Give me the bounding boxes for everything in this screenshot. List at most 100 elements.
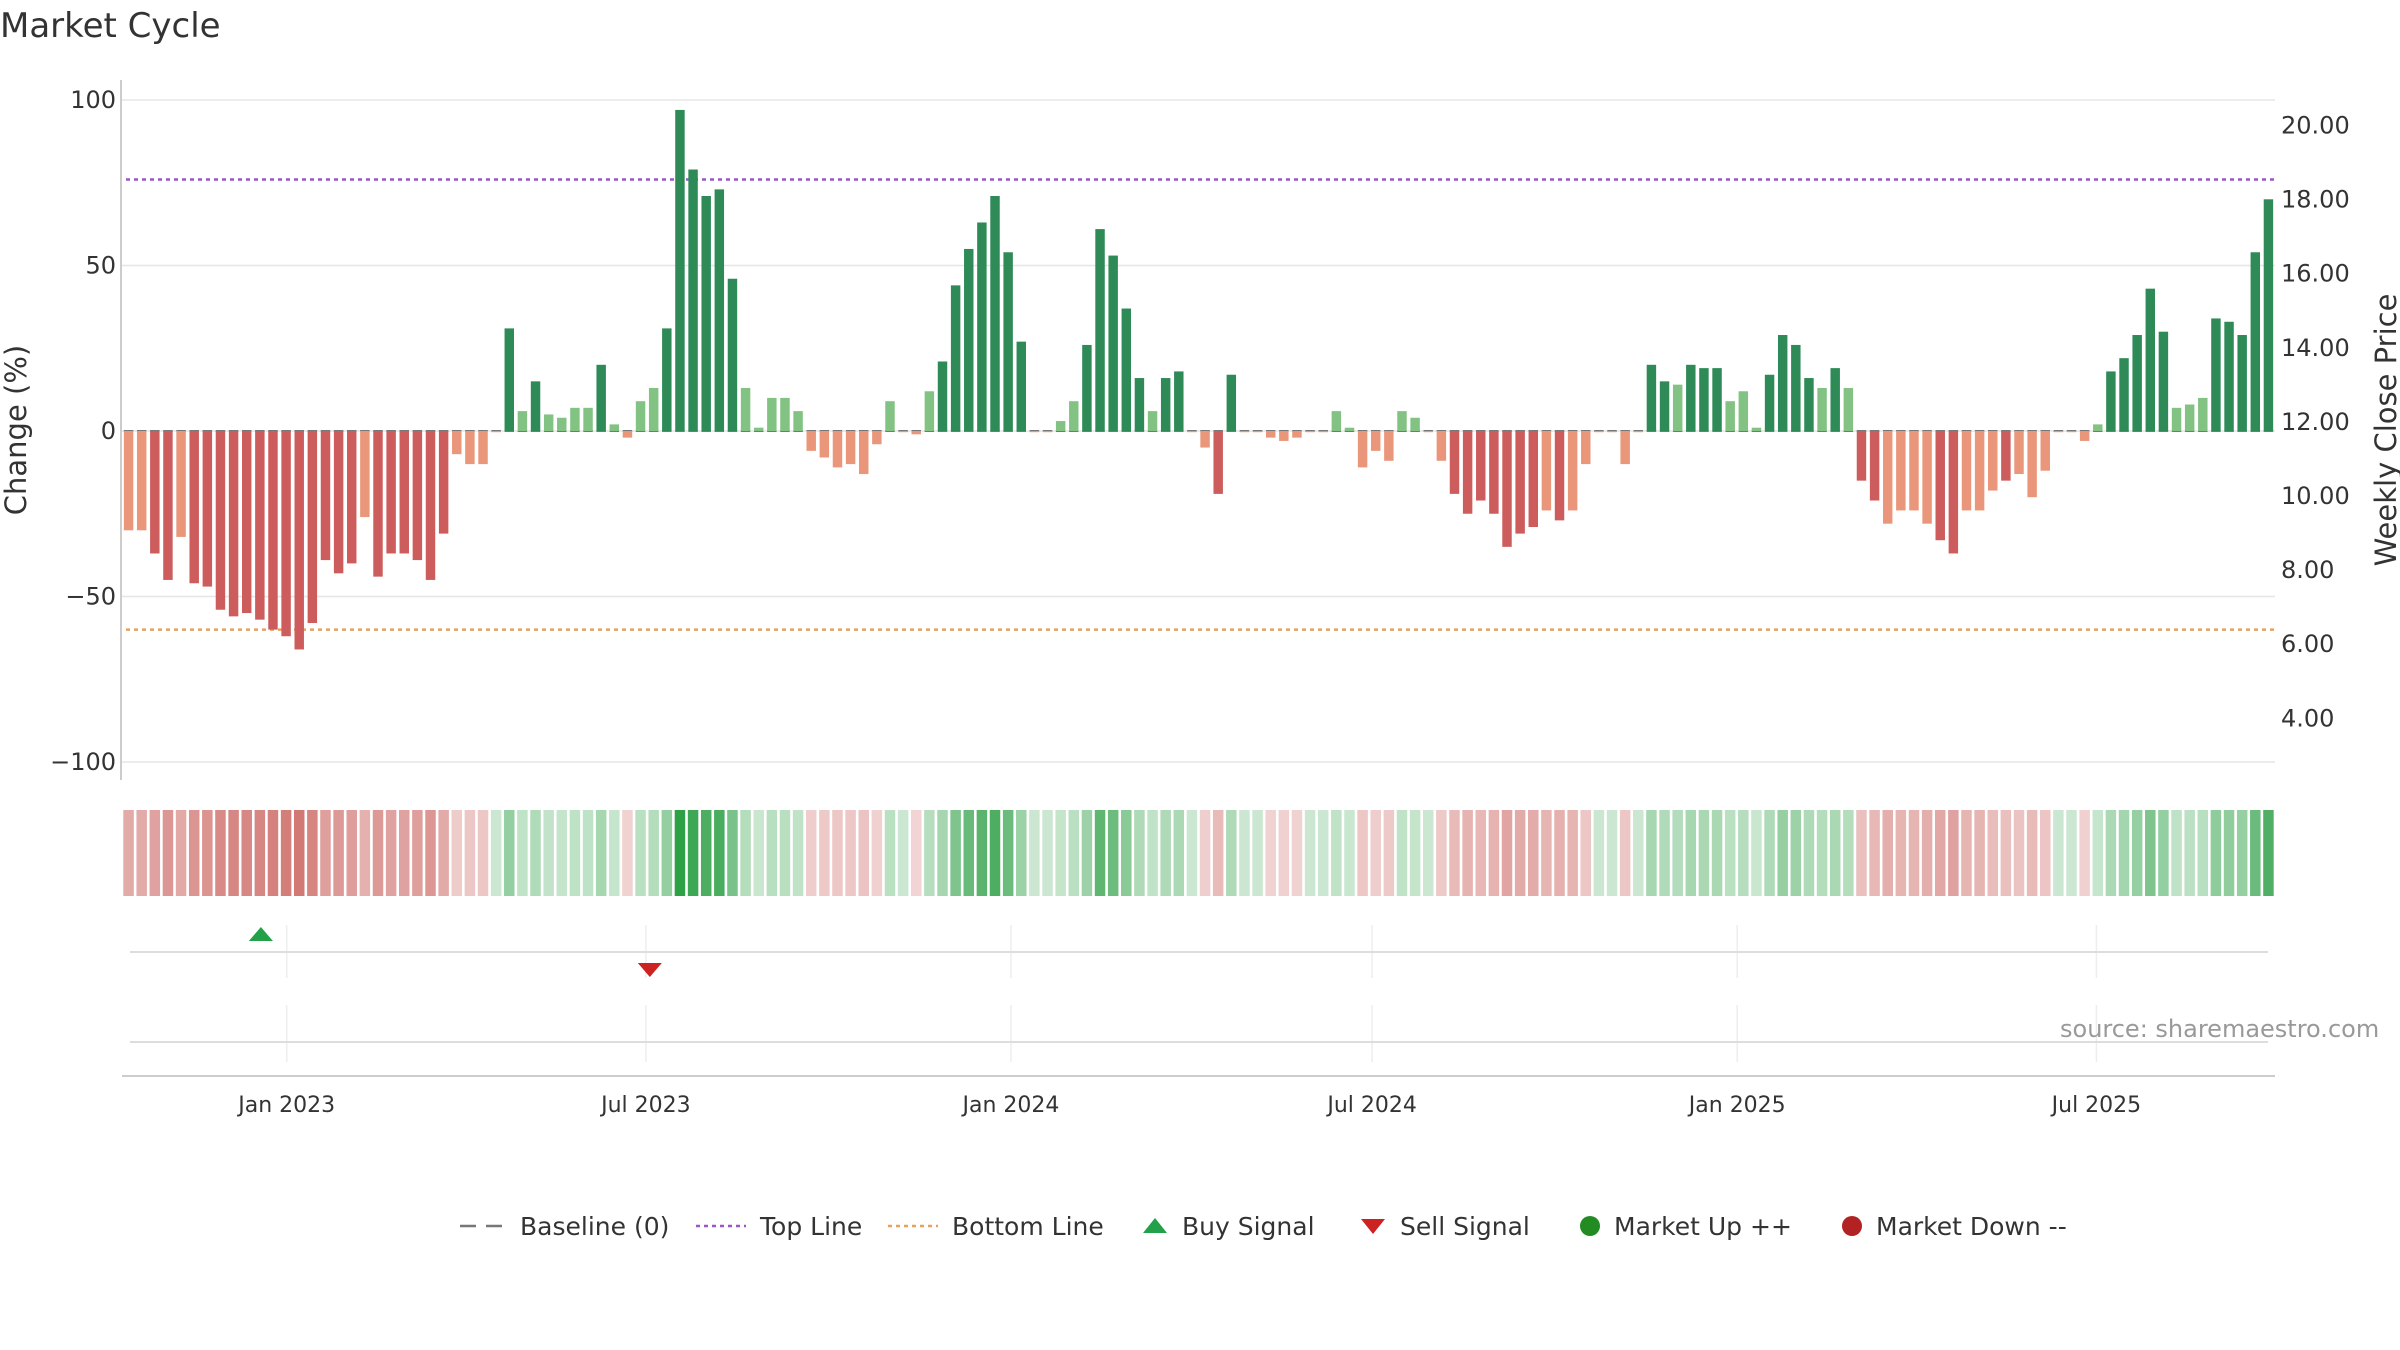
reference-lines (123, 178, 2275, 631)
cycle-strip-cell (753, 810, 764, 896)
bar (465, 431, 475, 465)
cycle-strip-cell (805, 810, 817, 896)
bar (1003, 252, 1013, 431)
bar (1357, 431, 1368, 468)
cycle-strip-cell (123, 810, 134, 896)
cycle-strip-cell (622, 810, 633, 896)
bar (964, 248, 974, 431)
cycle-strip-cell (1029, 810, 1040, 896)
bar (1200, 431, 1210, 448)
bar (767, 397, 777, 431)
bar (2093, 424, 2103, 431)
cycle-strip-cell (556, 810, 568, 896)
bar (2171, 407, 2182, 431)
bar (438, 431, 449, 534)
bar (1213, 431, 1223, 494)
buy-signal-marker (248, 927, 273, 941)
cycle-strip-cell (202, 810, 213, 896)
bar (1948, 431, 1959, 554)
cycle-strip-cell (425, 810, 436, 896)
bar (2145, 288, 2156, 431)
cycle-strip-cell (1948, 810, 1959, 896)
cycle-strip-cell (2250, 810, 2261, 896)
legend-item: Bottom Line (886, 1208, 1104, 1244)
cycle-strip-cell (1803, 810, 1815, 896)
cycle-strip-cell (700, 810, 712, 896)
cycle-strip-cell (2079, 810, 2090, 896)
bar (780, 397, 790, 431)
bar (1699, 368, 1709, 431)
bar (1449, 431, 1460, 494)
bar (950, 285, 961, 431)
bar (1594, 431, 1604, 433)
triangle-up-icon (1143, 1218, 1167, 1233)
cycle-strip-cell (1422, 810, 1434, 896)
bar (1279, 431, 1289, 441)
market-cycle-chart: 100 50 0 −50 −100 20.00 18.00 16.00 14.00 12.00 10… (0, 80, 2400, 1118)
cycle-strip-cell (740, 810, 751, 896)
bar (2250, 252, 2261, 431)
cycle-strip-cell (1829, 810, 1841, 896)
cycle-strip-cell (1383, 810, 1395, 896)
cycle-strip-cell (333, 810, 344, 896)
bar (1016, 341, 1026, 431)
cycle-strip-cell (188, 810, 200, 896)
bar (806, 431, 816, 451)
bar (609, 424, 620, 431)
bar (255, 431, 265, 620)
bar (517, 411, 528, 431)
bar (1292, 431, 1302, 438)
cycle-strip-cell (1921, 810, 1933, 896)
cycle-strip-cell (1370, 810, 1381, 896)
bar (2106, 371, 2116, 431)
cycle-strip-cell (2013, 810, 2025, 896)
bar (1869, 431, 1880, 501)
x-tick-label: Jul 2025 (2050, 1093, 2142, 1118)
cycle-strip-cell (1593, 810, 1605, 896)
source-label: source: sharemaestro.com (2060, 1015, 2380, 1043)
cycle-strip-cell (1212, 810, 1224, 896)
bar (123, 431, 134, 531)
cycle-strip-cell (845, 810, 856, 896)
bar (583, 407, 593, 431)
cycle-strip-cell (1147, 810, 1158, 896)
cycle-strip-cell (477, 810, 489, 896)
cycle-strip-cell (2184, 810, 2195, 896)
bar (1672, 384, 1683, 431)
bar (1791, 344, 1801, 431)
cycle-strip-cell (1751, 810, 1762, 896)
cycle-strip-cell (293, 810, 305, 896)
cycle-strip-cell (1160, 810, 1171, 896)
cycle-strip-cell (1606, 810, 1618, 896)
bar (478, 431, 488, 465)
cycle-strip-cell (1107, 810, 1119, 896)
cycle-strip-cell (1488, 810, 1500, 896)
cycle-strip-cell (215, 810, 226, 896)
legend-label: Buy Signal (1182, 1211, 1315, 1241)
cycle-strip-cell (543, 810, 554, 896)
cycle-strip-cell (530, 810, 541, 896)
bar (1581, 431, 1591, 465)
bar (1712, 368, 1722, 431)
bar (294, 431, 304, 650)
bar (530, 381, 541, 431)
cycle-strip-cell (1121, 810, 1132, 896)
cycle-strip-cell (504, 810, 515, 896)
y-tick-label: 50 (85, 252, 116, 280)
bar (1646, 364, 1657, 431)
cycle-strip-cell (2066, 810, 2077, 896)
cycle-strip-cell (1987, 810, 1998, 896)
y2-tick-label: 14.00 (2281, 334, 2350, 362)
tick-labels: 100 50 0 −50 −100 20.00 18.00 16.00 14.00 12.00 10… (50, 86, 2350, 1118)
cycle-strip-cell (1016, 810, 1027, 896)
cycle-strip-cell (582, 810, 594, 896)
cycle-strip-cell (1856, 810, 1867, 896)
bar (924, 391, 935, 431)
bar (622, 431, 633, 438)
bar (675, 109, 685, 432)
bar (241, 431, 252, 614)
bar (648, 387, 659, 431)
cycle-strip-cell (792, 810, 804, 896)
bar (1436, 431, 1447, 461)
cycle-strip-cell (1357, 810, 1368, 896)
